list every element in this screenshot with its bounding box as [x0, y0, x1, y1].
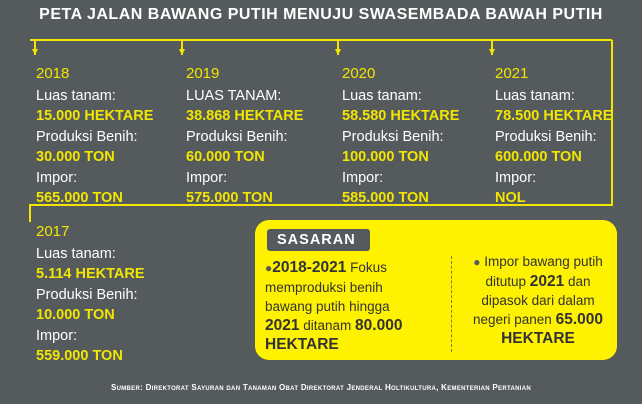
target-right-line4a: negeri panen	[472, 312, 552, 327]
area-value: 78.500 HEKTARE	[495, 108, 613, 124]
seed-value: 600.000 TON	[495, 149, 582, 165]
target-left-line2: memproduksi benih	[265, 280, 383, 295]
year-label: 2019	[186, 65, 220, 82]
bullet-icon: ●	[473, 255, 481, 269]
target-box: SASARAN ●2018-2021 Fokus memproduksi ben…	[255, 220, 617, 360]
area-label: Luas tanam:	[36, 87, 116, 104]
target-left-line3: bawang putih hingga	[265, 299, 390, 314]
seed-label: Produksi Benih:	[186, 128, 288, 145]
target-left-amount: 80.000	[355, 317, 403, 334]
year-label: 2021	[495, 65, 529, 82]
seed-value: 30.000 TON	[36, 149, 115, 165]
import-label: Impor:	[186, 169, 228, 186]
target-left-line1: Fokus	[350, 260, 387, 275]
target-period: 2018-2021	[272, 259, 347, 276]
seed-label: Produksi Benih:	[342, 128, 444, 145]
target-left-unit: HEKTARE	[265, 336, 339, 353]
year-label: 2017	[36, 223, 70, 240]
import-value: 575.000 TON	[186, 190, 273, 206]
seed-label: Produksi Benih:	[36, 286, 138, 303]
target-right-amount: 65.000	[555, 311, 603, 328]
import-value: 565.000 TON	[36, 190, 123, 206]
seed-value: 100.000 TON	[342, 149, 429, 165]
target-left-mid: ditanam	[303, 318, 352, 333]
year-label: 2018	[36, 65, 70, 82]
area-value: 5.114 HEKTARE	[36, 266, 145, 282]
year-2019-column: 2019 LUAS TANAM: 38.868 HEKTARE Produksi…	[186, 64, 303, 209]
area-label: LUAS TANAM:	[186, 87, 282, 104]
target-right-line1: Impor bawang putih	[484, 254, 603, 269]
area-value: 15.000 HEKTARE	[36, 108, 154, 124]
year-label: 2020	[342, 65, 376, 82]
target-right-year: 2021	[529, 273, 565, 290]
seed-label: Produksi Benih:	[36, 128, 138, 145]
target-left-text: ●2018-2021 Fokus memproduksi benih bawan…	[265, 258, 443, 354]
target-divider	[451, 256, 452, 352]
year-2021-column: 2021 Luas tanam: 78.500 HEKTARE Produksi…	[495, 64, 612, 209]
import-label: Impor:	[36, 169, 78, 186]
year-2018-column: 2018 Luas tanam: 15.000 HEKTARE Produksi…	[36, 64, 153, 209]
import-value: 559.000 TON	[36, 348, 123, 364]
seed-value: 60.000 TON	[186, 149, 265, 165]
area-label: Luas tanam:	[36, 245, 116, 262]
area-value: 58.580 HEKTARE	[342, 108, 460, 124]
bullet-icon: ●	[265, 261, 273, 275]
target-right-line3: dipasok dari dalam	[481, 293, 595, 308]
target-right-unit: HEKTARE	[501, 330, 575, 347]
area-value: 38.868 HEKTARE	[186, 108, 304, 124]
import-label: Impor:	[495, 169, 537, 186]
area-label: Luas tanam:	[495, 87, 575, 104]
import-label: Impor:	[36, 327, 78, 344]
import-value: NOL	[495, 190, 526, 206]
target-header: SASARAN	[267, 229, 370, 251]
target-right-line2b: dan	[568, 274, 591, 289]
import-label: Impor:	[342, 169, 384, 186]
year-2020-column: 2020 Luas tanam: 58.580 HEKTARE Produksi…	[342, 64, 459, 209]
seed-value: 10.000 TON	[36, 307, 115, 323]
import-value: 585.000 TON	[342, 190, 429, 206]
seed-label: Produksi Benih:	[495, 128, 597, 145]
year-2017-column: 2017 Luas tanam: 5.114 HEKTARE Produksi …	[36, 222, 145, 367]
page-title: PETA JALAN BAWANG PUTIH MENUJU SWASEMBAD…	[39, 6, 603, 23]
source-footer: Sumber: Direktorat Sayuran dan Tanaman O…	[110, 383, 532, 392]
target-left-year: 2021	[265, 317, 300, 334]
target-right-line2a: ditutup	[485, 274, 526, 289]
target-right-text: ● Impor bawang putih ditutup 2021 dan di…	[463, 252, 613, 348]
area-label: Luas tanam:	[342, 87, 422, 104]
